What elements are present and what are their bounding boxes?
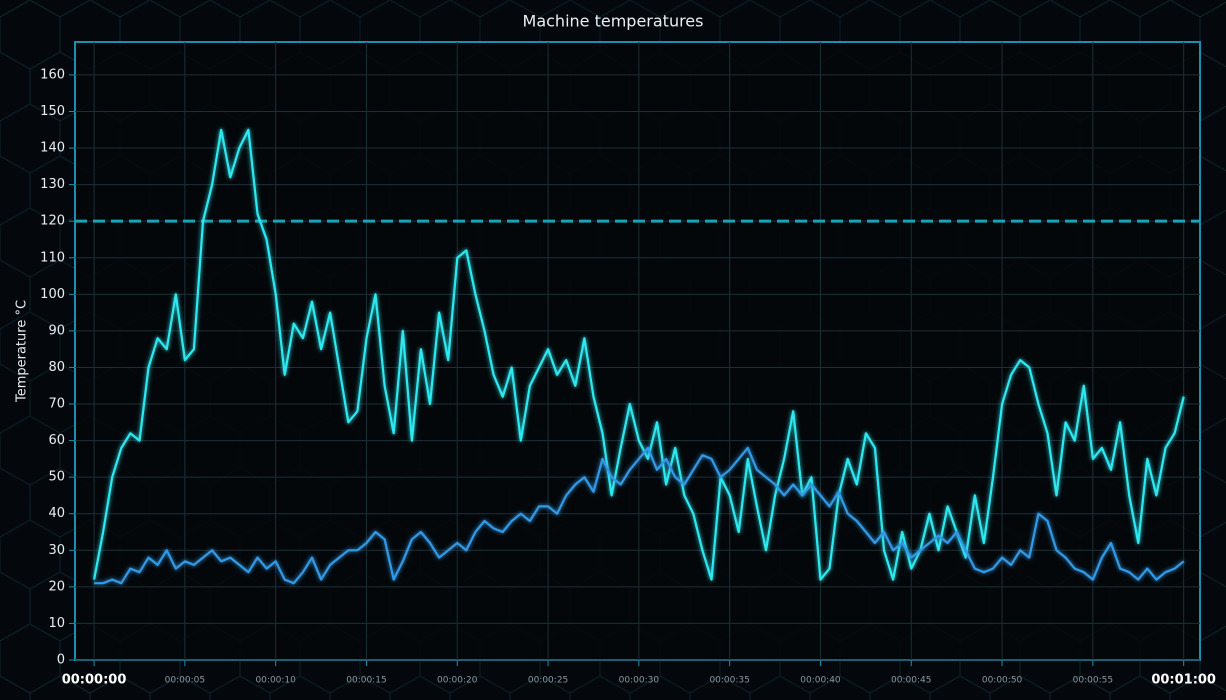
y-tick-label: 30 [48,543,65,558]
y-tick-label: 160 [40,67,65,82]
x-tick-label: 00:00:20 [437,676,478,686]
y-tick-label: 80 [48,360,65,375]
x-tick-label: 00:00:10 [255,676,296,686]
x-tick-label: 00:00:15 [346,676,386,686]
y-tick-label: 140 [40,141,65,156]
x-tick-label: 00:00:30 [619,676,660,686]
y-tick-label: 60 [48,433,65,448]
plot-area [74,41,1201,661]
x-tick-label: 00:01:00 [1151,673,1216,688]
y-axis-label: Temperature °C [15,300,30,403]
y-tick-label: 10 [48,616,65,631]
y-tick-label: 120 [40,214,65,229]
y-tick-label: 20 [48,579,65,594]
x-tick-label: 00:00:55 [1073,676,1113,686]
y-tick-label: 70 [48,397,65,412]
y-tick-label: 110 [40,250,65,265]
y-tick-label: 40 [48,506,65,521]
series-line [94,446,1185,585]
y-tick-label: 90 [48,323,65,338]
x-tick-label: 00:00:40 [800,676,841,686]
x-tick-label: 00:00:25 [528,676,568,686]
chart-title: Machine temperatures [523,12,704,31]
y-tick-label: 100 [40,287,65,302]
x-tick-label: 00:00:35 [709,676,749,686]
series-line [93,128,1185,581]
y-tick-label: 150 [40,104,65,119]
y-tick-label: 50 [48,470,65,485]
x-tick-label: 00:00:00 [62,673,127,688]
x-tick-label: 00:00:05 [165,676,205,686]
x-tick-label: 00:00:45 [891,676,931,686]
x-tick-label: 00:00:50 [982,676,1023,686]
y-tick-label: 130 [40,177,65,192]
y-tick-label: 0 [57,653,65,668]
